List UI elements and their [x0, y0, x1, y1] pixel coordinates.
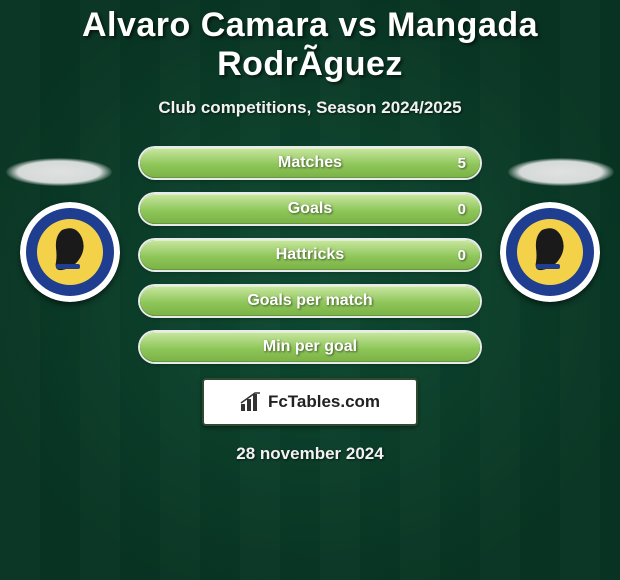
comparison-stage: Matches 5 Goals 0 Hattricks 0 Goals per …: [0, 148, 620, 464]
brand-box: FcTables.com: [202, 378, 418, 426]
stat-right-value: 5: [458, 148, 466, 178]
stat-right-value: 0: [458, 194, 466, 224]
stat-bar-min-per-goal: Min per goal: [140, 332, 480, 362]
stat-bar-matches: Matches 5: [140, 148, 480, 178]
stat-label: Hattricks: [140, 240, 480, 270]
stat-bar-goals-per-match: Goals per match: [140, 286, 480, 316]
club-badge-right: [500, 202, 600, 302]
page-title: Alvaro Camara vs Mangada RodrÃguez: [0, 0, 620, 84]
player-left-head-shadow: [6, 158, 112, 186]
bar-chart-icon: [240, 392, 262, 412]
subtitle: Club competitions, Season 2024/2025: [0, 98, 620, 118]
club-badge-right-icon: [500, 202, 600, 302]
stat-bar-hattricks: Hattricks 0: [140, 240, 480, 270]
date-text: 28 november 2024: [0, 444, 620, 464]
stat-label: Min per goal: [140, 332, 480, 362]
club-badge-left-icon: [20, 202, 120, 302]
stat-label: Matches: [140, 148, 480, 178]
stat-label: Goals per match: [140, 286, 480, 316]
player-right-head-shadow: [508, 158, 614, 186]
stat-bar-goals: Goals 0: [140, 194, 480, 224]
stat-right-value: 0: [458, 240, 466, 270]
stat-label: Goals: [140, 194, 480, 224]
brand-text: FcTables.com: [268, 392, 380, 412]
stat-bars: Matches 5 Goals 0 Hattricks 0 Goals per …: [140, 148, 480, 362]
club-badge-left: [20, 202, 120, 302]
